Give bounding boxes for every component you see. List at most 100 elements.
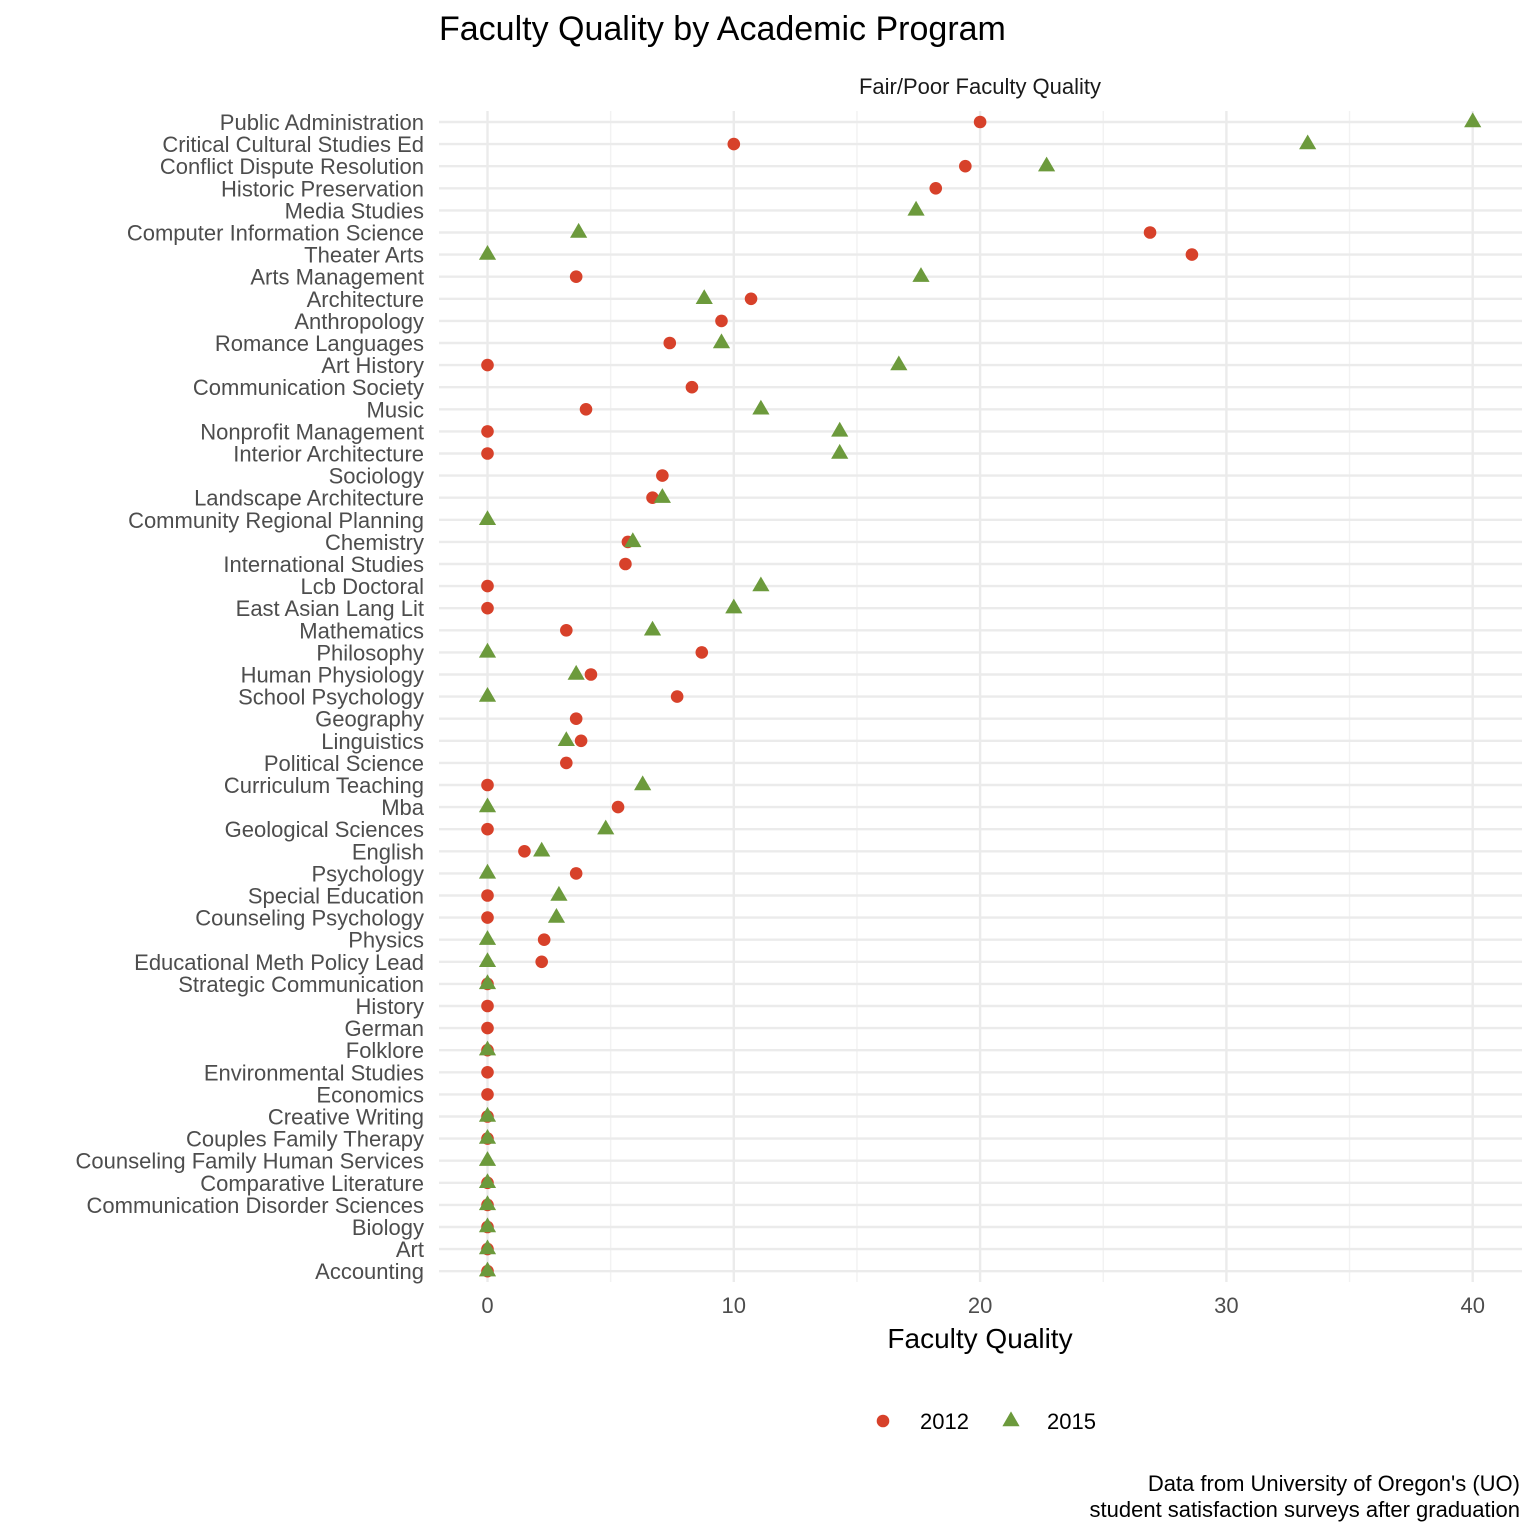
point-2015 xyxy=(478,1239,497,1255)
point-2015 xyxy=(478,642,497,658)
y-tick-label: Curriculum Teaching xyxy=(224,773,424,798)
y-tick-label: Interior Architecture xyxy=(233,442,424,467)
caption-line-1: Data from University of Oregon's (UO) xyxy=(1148,1471,1520,1496)
y-tick-label: Computer Information Science xyxy=(127,221,424,246)
y-tick-label: Physics xyxy=(348,928,424,953)
point-2015 xyxy=(478,1151,497,1166)
data-points xyxy=(478,112,1482,1278)
legend-label-2012: 2012 xyxy=(920,1409,969,1434)
point-2012 xyxy=(481,889,494,902)
y-tick-label: Biology xyxy=(352,1215,424,1240)
panel-strip-title: Fair/Poor Faculty Quality xyxy=(859,74,1101,99)
point-2015 xyxy=(1038,156,1056,172)
y-tick-label: Mathematics xyxy=(299,618,424,643)
legend-label-2015: 2015 xyxy=(1047,1409,1096,1434)
y-tick-label: Lcb Doctoral xyxy=(300,574,424,599)
y-tick-label: Comparative Literature xyxy=(200,1171,424,1196)
point-2015 xyxy=(478,1195,497,1211)
point-2012 xyxy=(929,182,943,195)
y-tick-label: Romance Languages xyxy=(215,331,424,356)
y-tick-label: Chemistry xyxy=(325,530,424,555)
y-tick-label: History xyxy=(356,994,424,1019)
point-2015 xyxy=(624,532,642,548)
chart-title: Faculty Quality by Academic Program xyxy=(439,10,1006,48)
y-tick-label: Creative Writing xyxy=(268,1105,424,1130)
point-2015 xyxy=(831,421,849,437)
point-2012 xyxy=(481,579,494,593)
point-2015 xyxy=(912,267,930,282)
point-2015 xyxy=(695,289,713,304)
point-2015 xyxy=(478,1173,497,1188)
caption-line-2: student satisfaction surveys after gradu… xyxy=(1090,1497,1520,1522)
point-2015 xyxy=(557,731,575,746)
point-2012 xyxy=(560,756,573,770)
point-2012 xyxy=(584,668,598,681)
x-tick-label: 40 xyxy=(1460,1293,1484,1318)
point-2015 xyxy=(907,200,925,216)
point-2012 xyxy=(535,955,548,969)
y-tick-label: International Studies xyxy=(223,552,424,577)
y-tick-label: Public Administration xyxy=(220,110,424,135)
y-tick-label: Mba xyxy=(381,795,425,820)
point-2012 xyxy=(611,800,625,814)
point-2012 xyxy=(481,1021,494,1035)
point-2012 xyxy=(656,469,669,482)
point-2012 xyxy=(481,358,494,372)
point-2015 xyxy=(653,488,671,503)
x-tick-label: 0 xyxy=(481,1293,493,1318)
point-2012 xyxy=(619,557,632,571)
point-2015 xyxy=(547,908,566,923)
y-tick-label: Media Studies xyxy=(285,198,424,223)
point-2012 xyxy=(1143,226,1157,239)
y-tick-label: Music xyxy=(367,397,424,422)
point-2015 xyxy=(1299,134,1317,150)
point-2015 xyxy=(478,1040,497,1056)
point-2012 xyxy=(959,159,972,173)
point-2015 xyxy=(890,355,908,371)
y-tick-label: Political Science xyxy=(264,751,424,776)
point-2012 xyxy=(560,624,573,637)
point-2012 xyxy=(481,1088,494,1101)
x-tick-label: 10 xyxy=(722,1293,746,1318)
point-2015 xyxy=(478,510,497,525)
point-2012 xyxy=(569,867,583,880)
point-2012 xyxy=(1185,248,1199,261)
point-2015 xyxy=(567,664,585,680)
point-2012 xyxy=(715,314,728,328)
x-axis-label: Faculty Quality xyxy=(887,1323,1072,1354)
point-2012 xyxy=(481,911,494,924)
point-2012 xyxy=(481,999,494,1013)
y-tick-label: East Asian Lang Lit xyxy=(236,596,424,621)
y-tick-label: Geography xyxy=(315,707,424,732)
point-2015 xyxy=(478,952,497,967)
y-tick-label: Psychology xyxy=(311,861,424,886)
point-2012 xyxy=(537,933,551,946)
point-2015 xyxy=(478,1129,497,1144)
legend-key-2012 xyxy=(876,1414,890,1428)
legend: 2012 2015 xyxy=(876,1409,1096,1434)
y-tick-label: Sociology xyxy=(329,464,424,489)
point-2012 xyxy=(579,403,593,416)
point-2015 xyxy=(634,775,652,791)
y-tick-label: Arts Management xyxy=(250,265,424,290)
y-tick-label: Educational Meth Policy Lead xyxy=(134,950,424,975)
point-2015 xyxy=(478,1106,497,1122)
y-tick-label: Conflict Dispute Resolution xyxy=(160,154,424,179)
point-2015 xyxy=(478,687,497,702)
y-tick-label: Theater Arts xyxy=(304,243,424,268)
y-tick-label: Philosophy xyxy=(316,640,424,665)
point-2015 xyxy=(712,333,731,349)
y-tick-label: Critical Cultural Studies Ed xyxy=(162,132,424,157)
point-2015 xyxy=(831,443,849,459)
point-2015 xyxy=(752,576,770,592)
point-2012 xyxy=(574,734,588,748)
y-tick-label: Art xyxy=(396,1237,424,1262)
y-tick-label: Couples Family Therapy xyxy=(186,1127,424,1152)
point-2012 xyxy=(695,646,709,659)
grid xyxy=(439,111,1522,1282)
y-tick-label: Landscape Architecture xyxy=(194,486,424,511)
legend-key-2015 xyxy=(1002,1411,1020,1427)
point-2012 xyxy=(481,447,494,460)
